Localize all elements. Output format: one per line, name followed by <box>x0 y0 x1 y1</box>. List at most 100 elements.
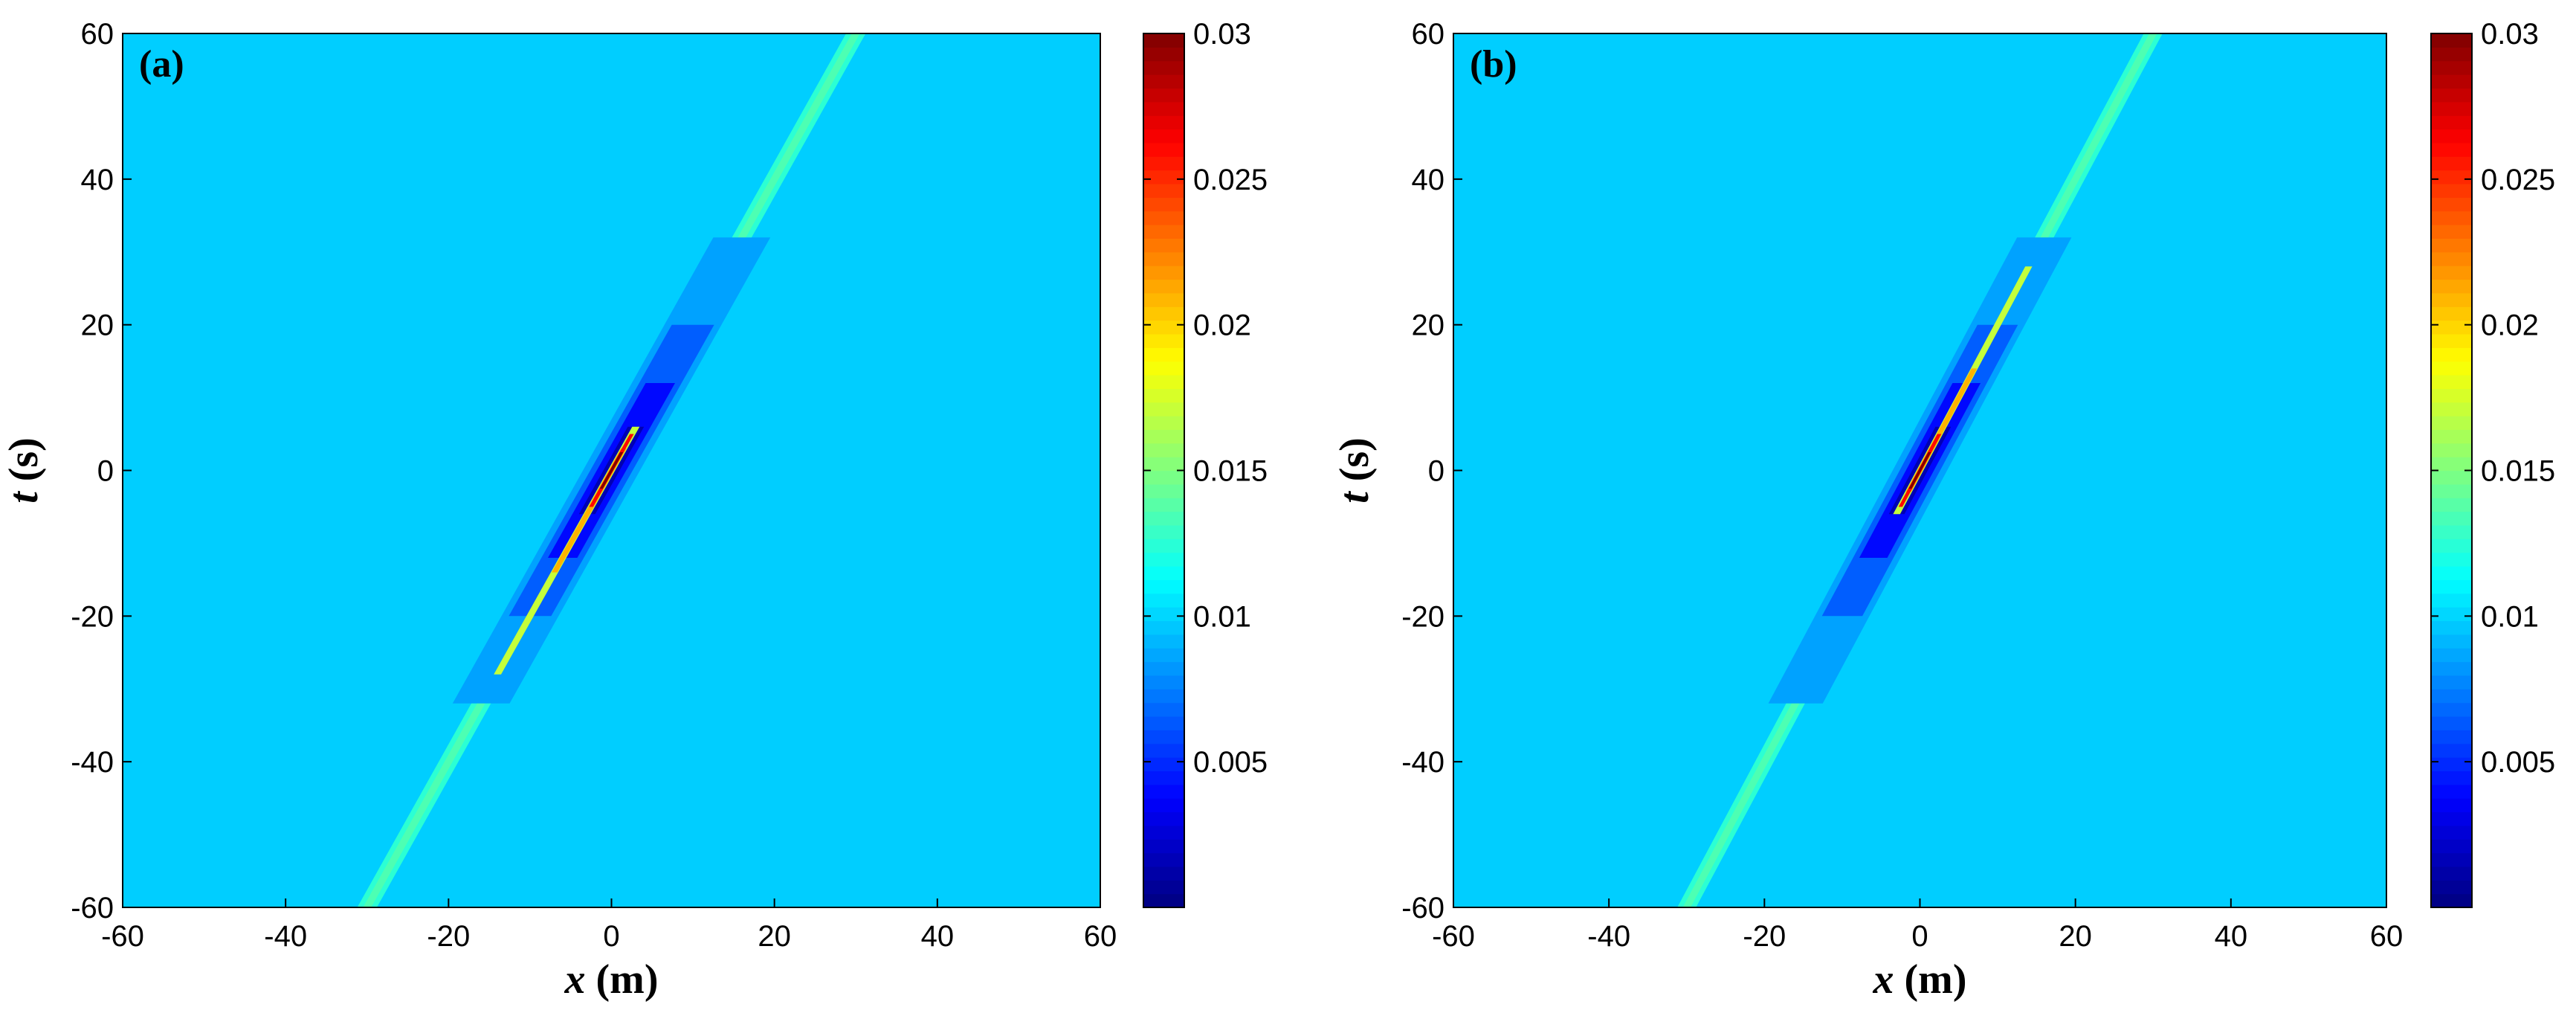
y-tick-label: -60 <box>1401 892 1444 924</box>
colorbar-step <box>2431 552 2472 567</box>
colorbar-tick-label: 0.03 <box>1193 18 1251 51</box>
colorbar-step <box>2431 771 2472 785</box>
colorbar-step <box>1143 74 1184 89</box>
colorbar-step <box>2431 279 2472 294</box>
colorbar-step <box>2431 251 2472 266</box>
colorbar-tick-label: 0.025 <box>2481 164 2555 196</box>
colorbar-step <box>1143 306 1184 321</box>
colorbar-step <box>1143 825 1184 840</box>
colorbar-step <box>2431 743 2472 758</box>
colorbar-step <box>2431 798 2472 813</box>
colorbar-step <box>1143 374 1184 389</box>
panel-label: (b) <box>1470 43 1517 86</box>
x-tick-label: 0 <box>1911 920 1928 953</box>
colorbar-step <box>2431 675 2472 689</box>
y-tick-label: -40 <box>1401 746 1444 779</box>
colorbar-step <box>1143 361 1184 376</box>
x-tick-label: 20 <box>758 920 791 953</box>
colorbar-tick-label: 0.03 <box>2481 18 2539 51</box>
colorbar-step <box>1143 266 1184 280</box>
colorbar-step <box>2431 661 2472 676</box>
colorbar-step <box>2431 33 2472 48</box>
colorbar-step <box>2431 524 2472 539</box>
y-tick-label: 40 <box>81 164 114 196</box>
colorbar-step <box>1143 416 1184 431</box>
y-tick-label: -20 <box>1401 600 1444 633</box>
colorbar-step <box>1143 511 1184 526</box>
x-tick-label: -60 <box>1432 920 1475 953</box>
colorbar-step <box>2431 757 2472 772</box>
colorbar-step <box>2431 811 2472 826</box>
colorbar-step <box>1143 566 1184 580</box>
colorbar-tick-label: 0.025 <box>1193 164 1268 196</box>
heatmap-field <box>357 33 866 907</box>
colorbar-step <box>1143 743 1184 758</box>
colorbar-step <box>2431 347 2472 362</box>
colorbar-step <box>2431 416 2472 431</box>
colorbar-step <box>1143 483 1184 498</box>
colorbar-step <box>1143 593 1184 608</box>
colorbar-step <box>1143 457 1184 472</box>
colorbar-step <box>1143 811 1184 826</box>
colorbar-step <box>1143 852 1184 867</box>
colorbar-step <box>2431 593 2472 608</box>
colorbar-step <box>2431 498 2472 512</box>
colorbar-tick-label: 0.02 <box>1193 309 1251 342</box>
colorbar-step <box>1143 620 1184 635</box>
y-tick-label: -60 <box>71 892 114 924</box>
colorbar-step <box>2431 292 2472 307</box>
colorbar-step <box>1143 101 1184 116</box>
colorbar-step <box>2431 74 2472 89</box>
colorbar-step <box>1143 757 1184 772</box>
colorbar-step <box>1143 429 1184 444</box>
ridge-crest-peak <box>1908 452 1931 489</box>
colorbar-step <box>2431 306 2472 321</box>
x-tick-label: 60 <box>2370 920 2404 953</box>
y-tick-label: -40 <box>71 746 114 779</box>
colorbar-step <box>2431 866 2472 881</box>
colorbar-step <box>2431 210 2472 225</box>
colorbar-step <box>1143 579 1184 594</box>
colorbar-step <box>2431 511 2472 526</box>
colorbar-tick-label: 0.01 <box>2481 600 2539 633</box>
x-tick-label: -20 <box>427 920 470 953</box>
colorbar-step <box>1143 839 1184 854</box>
ridge-crest-peak <box>599 452 624 489</box>
colorbar-step <box>1143 866 1184 881</box>
colorbar-step <box>2431 88 2472 103</box>
colorbar-step <box>1143 279 1184 294</box>
colorbar-step <box>2431 156 2472 171</box>
colorbar-step <box>1143 661 1184 676</box>
x-axis-title: x (m) <box>564 956 659 1003</box>
x-tick-label: -40 <box>264 920 307 953</box>
colorbar-step <box>2431 607 2472 622</box>
y-tick-label: 40 <box>1412 164 1445 196</box>
colorbar-step <box>1143 675 1184 689</box>
colorbar-step <box>2431 839 2472 854</box>
colorbar-step <box>1143 702 1184 717</box>
colorbar-step <box>1143 251 1184 266</box>
colorbar-step <box>1143 538 1184 553</box>
colorbar-step <box>1143 170 1184 184</box>
colorbar-step <box>1143 88 1184 103</box>
colorbar-step <box>2431 129 2472 144</box>
heatmap-field <box>1677 33 2163 907</box>
colorbar-step <box>1143 388 1184 403</box>
colorbar-step <box>2431 170 2472 184</box>
colorbar-tick-label: 0.02 <box>2481 309 2539 342</box>
colorbar-step <box>1143 47 1184 62</box>
y-tick-label: 60 <box>81 18 114 51</box>
colorbar-step <box>1143 880 1184 895</box>
colorbar-step <box>2431 320 2472 335</box>
colorbar-step <box>1143 210 1184 225</box>
colorbar-step <box>2431 880 2472 895</box>
colorbar-step <box>2431 457 2472 472</box>
colorbar-step <box>2431 266 2472 280</box>
colorbar-step <box>2431 825 2472 840</box>
colorbar-step <box>2431 483 2472 498</box>
x-tick-label: 40 <box>921 920 955 953</box>
y-tick-label: 0 <box>97 455 114 488</box>
colorbar-step <box>2431 183 2472 198</box>
colorbar-step <box>1143 347 1184 362</box>
colorbar-step <box>2431 784 2472 799</box>
